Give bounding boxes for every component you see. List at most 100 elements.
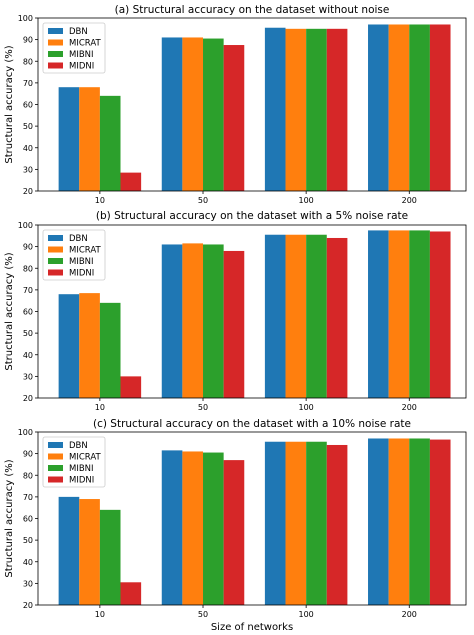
y-tick-label: 50 xyxy=(23,122,33,131)
y-tick-label: 90 xyxy=(23,243,33,252)
y-tick-label: 20 xyxy=(23,601,33,610)
bar-dbn-50 xyxy=(161,244,183,398)
bar-midni-200 xyxy=(429,231,451,398)
x-tick-label: 200 xyxy=(402,610,417,619)
bar-midni-10 xyxy=(120,376,142,398)
y-tick-label: 30 xyxy=(23,165,33,174)
legend-label-dbn: DBN xyxy=(69,234,88,244)
y-tick-label: 40 xyxy=(23,144,33,153)
legend-swatch-dbn xyxy=(48,28,63,34)
bar-micrat-10 xyxy=(79,499,100,605)
y-tick-label: 40 xyxy=(23,558,33,567)
bar-dbn-200 xyxy=(368,230,389,398)
y-tick-label: 60 xyxy=(23,101,33,110)
legend-label-midni: MIDNI xyxy=(69,476,94,486)
y-tick-label: 30 xyxy=(23,372,33,381)
bar-micrat-100 xyxy=(285,234,307,398)
legend-swatch-mibni xyxy=(48,258,63,264)
chart-panel-3: (c) Structural accuracy on the dataset w… xyxy=(4,418,467,633)
bar-midni-100 xyxy=(326,444,348,605)
bar-midni-10 xyxy=(120,582,142,605)
bar-micrat-100 xyxy=(285,28,307,191)
x-tick-label: 200 xyxy=(402,403,417,412)
x-tick-label: 10 xyxy=(95,403,105,412)
legend-label-mibni: MIBNI xyxy=(69,257,94,267)
legend-swatch-micrat xyxy=(48,39,63,46)
bar-micrat-100 xyxy=(285,441,307,605)
bar-midni-50 xyxy=(223,460,245,605)
y-tick-label: 80 xyxy=(23,471,33,480)
bar-mibni-10 xyxy=(99,95,121,191)
y-tick-label: 40 xyxy=(23,351,33,360)
bar-midni-200 xyxy=(429,24,451,191)
y-tick-label: 20 xyxy=(23,187,33,196)
y-axis-label: Structural accuracy (%) xyxy=(4,252,15,370)
bar-micrat-200 xyxy=(388,438,410,605)
chart-panel-1: (a) Structural accuracy on the dataset w… xyxy=(4,4,467,205)
chart-title: (c) Structural accuracy on the dataset w… xyxy=(93,418,411,430)
bar-dbn-10 xyxy=(58,294,80,398)
legend-swatch-micrat xyxy=(48,246,63,253)
bar-dbn-100 xyxy=(264,441,286,605)
bar-midni-50 xyxy=(223,250,245,398)
bar-dbn-200 xyxy=(368,24,389,191)
bar-micrat-200 xyxy=(388,230,410,398)
legend-label-dbn: DBN xyxy=(69,441,88,451)
bar-mibni-100 xyxy=(306,234,327,398)
bar-midni-100 xyxy=(326,28,348,191)
bar-dbn-100 xyxy=(264,234,286,398)
legend-box xyxy=(42,22,106,74)
legend-swatch-micrat xyxy=(48,453,63,460)
plot-frame xyxy=(37,224,467,399)
bar-midni-100 xyxy=(326,237,348,398)
x-tick-label: 50 xyxy=(198,403,208,412)
bar-mibni-50 xyxy=(203,38,224,192)
bar-dbn-10 xyxy=(58,496,80,605)
bar-micrat-50 xyxy=(182,37,204,192)
y-tick-label: 30 xyxy=(23,579,33,588)
bar-mibni-50 xyxy=(203,244,224,398)
y-tick-label: 100 xyxy=(18,428,33,437)
x-tick-label: 10 xyxy=(95,610,105,619)
x-axis-label: Size of networks xyxy=(211,622,293,633)
legend-swatch-midni xyxy=(48,62,63,69)
plot-frame xyxy=(37,17,467,192)
x-tick-label: 100 xyxy=(299,403,314,412)
bar-dbn-10 xyxy=(58,87,80,191)
y-tick-label: 80 xyxy=(23,264,33,273)
legend-label-dbn: DBN xyxy=(69,27,88,37)
legend-label-micrat: MICRAT xyxy=(69,246,101,256)
legend-box xyxy=(42,229,106,281)
x-tick-label: 200 xyxy=(402,196,417,205)
bar-dbn-50 xyxy=(161,450,183,605)
bar-mibni-200 xyxy=(409,230,430,398)
y-tick-label: 90 xyxy=(23,36,33,45)
x-tick-label: 10 xyxy=(95,196,105,205)
y-tick-label: 70 xyxy=(23,286,33,295)
y-axis-label: Structural accuracy (%) xyxy=(4,459,15,577)
y-tick-label: 60 xyxy=(23,515,33,524)
y-tick-label: 90 xyxy=(23,450,33,459)
y-tick-label: 80 xyxy=(23,57,33,66)
legend-swatch-dbn xyxy=(48,235,63,241)
bar-mibni-10 xyxy=(99,509,121,605)
bar-mibni-200 xyxy=(409,24,430,191)
bar-dbn-100 xyxy=(264,27,286,192)
bar-mibni-10 xyxy=(99,302,121,398)
bar-mibni-50 xyxy=(203,452,224,605)
bar-dbn-50 xyxy=(161,37,183,192)
chart-panel-2: (b) Structural accuracy on the dataset w… xyxy=(4,210,467,412)
bar-mibni-100 xyxy=(306,441,327,605)
legend-label-midni: MIDNI xyxy=(69,269,94,279)
y-tick-label: 20 xyxy=(23,394,33,403)
x-tick-label: 100 xyxy=(299,196,314,205)
x-tick-label: 50 xyxy=(198,196,208,205)
chart-title: (a) Structural accuracy on the dataset w… xyxy=(115,4,390,16)
bar-micrat-10 xyxy=(79,293,100,398)
legend-swatch-mibni xyxy=(48,465,63,471)
bar-midni-10 xyxy=(120,172,142,191)
